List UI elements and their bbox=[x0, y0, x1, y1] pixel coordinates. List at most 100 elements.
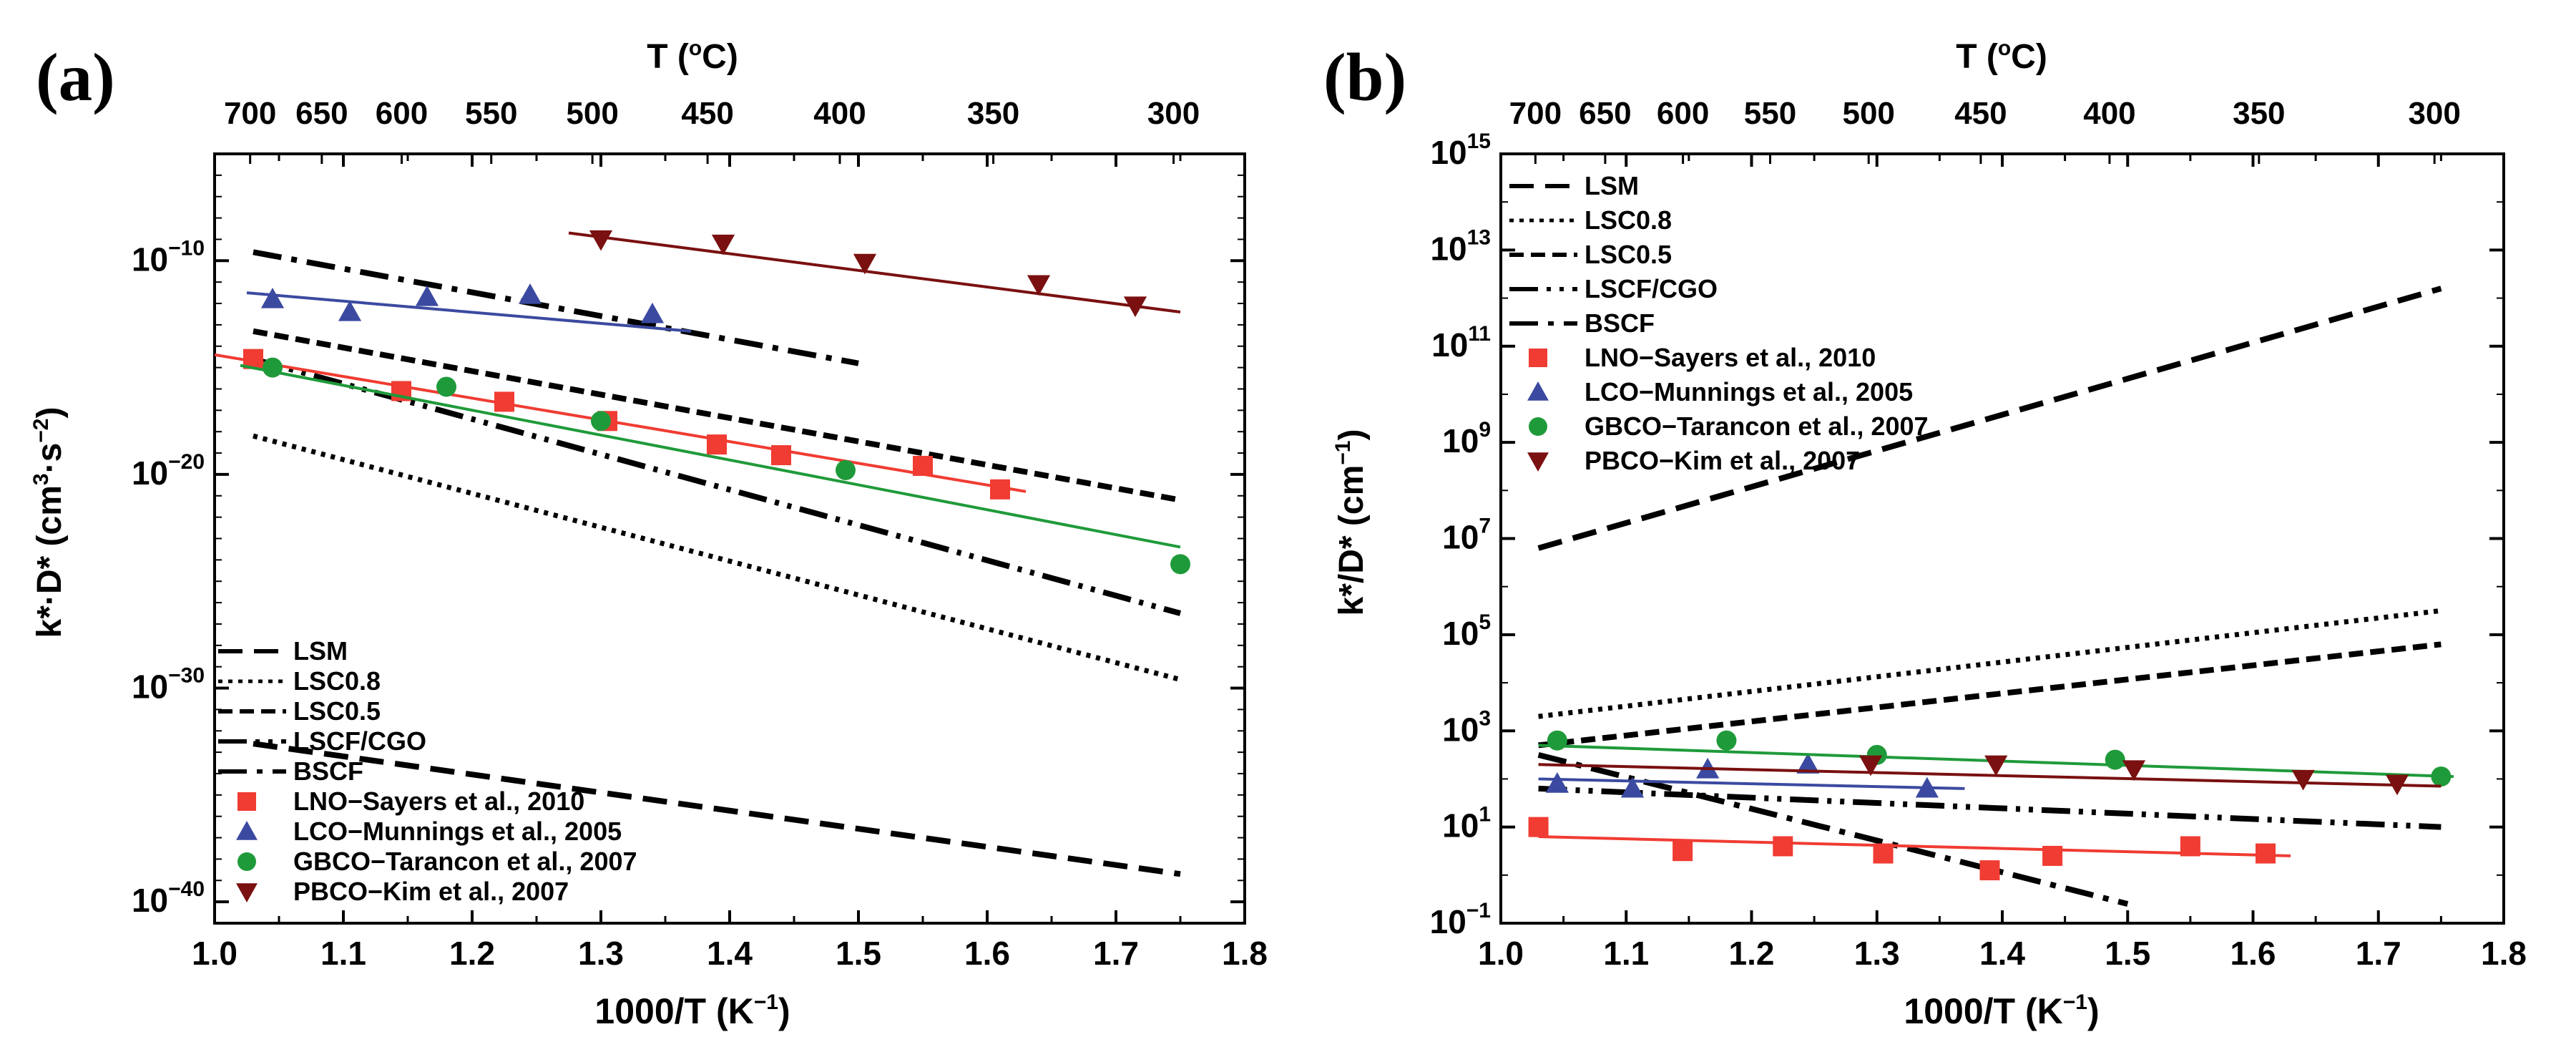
fit-line-lno bbox=[1538, 835, 2291, 857]
x-tick-label: 1.8 bbox=[1222, 935, 1268, 972]
x-tick-label: 1.4 bbox=[707, 935, 753, 972]
fit-line-lco bbox=[1538, 777, 1965, 790]
y-tick-label: 105 bbox=[1442, 610, 1491, 652]
point-lno bbox=[990, 479, 1010, 500]
point-lno bbox=[2180, 836, 2200, 857]
x-tick-label: 1.7 bbox=[2356, 935, 2401, 972]
legend-marker bbox=[237, 852, 256, 871]
point-lno bbox=[1873, 843, 1894, 864]
legend-marker bbox=[1527, 381, 1549, 401]
top-axis-tick-label: 400 bbox=[813, 96, 866, 131]
legend-marker bbox=[237, 792, 256, 811]
point-lno bbox=[2256, 843, 2276, 864]
x-tick-label: 1.3 bbox=[1854, 935, 1900, 972]
top-axis-tick-label: 700 bbox=[224, 96, 276, 131]
top-axis-tick-label: 500 bbox=[566, 96, 618, 131]
point-gbco bbox=[1716, 730, 1737, 751]
point-lno bbox=[1979, 860, 2000, 881]
legend-label: LSCF/CGO bbox=[1585, 274, 1718, 303]
x-tick-label: 1.7 bbox=[1093, 935, 1139, 972]
panel-a: (a) T (oC) 1000/T (K−1) k*·D* (cm3·s−2) … bbox=[29, 36, 1268, 1031]
x-tick-label: 1.2 bbox=[1729, 935, 1775, 972]
legend-label: BSCF bbox=[1585, 308, 1655, 338]
panel-b-top-axis-title: T (oC) bbox=[1956, 36, 2047, 76]
point-pbco bbox=[1984, 755, 2008, 776]
legend-label: BSCF bbox=[293, 756, 363, 786]
top-axis-tick-label: 450 bbox=[1954, 96, 2007, 131]
point-lco bbox=[415, 285, 439, 306]
panel-a-label: (a) bbox=[36, 39, 115, 115]
legend-label: LCO−Munnings et al., 2005 bbox=[1585, 377, 1913, 406]
x-tick-label: 1.1 bbox=[320, 935, 366, 972]
point-lno bbox=[771, 445, 791, 466]
x-tick-label: 1.1 bbox=[1603, 935, 1649, 972]
panel-a-top-axis-title: T (oC) bbox=[647, 36, 738, 76]
y-tick-label: 10−20 bbox=[132, 450, 205, 492]
legend-label: GBCO−Tarancon et al., 2007 bbox=[1585, 412, 1929, 441]
point-lco bbox=[338, 300, 362, 321]
y-tick-label: 10−10 bbox=[132, 236, 205, 278]
top-axis-tick-label: 700 bbox=[1509, 96, 1562, 131]
point-lno bbox=[1528, 817, 1549, 837]
legend-marker bbox=[236, 821, 258, 840]
point-lco bbox=[1620, 776, 1645, 798]
legend-label: LSC0.5 bbox=[293, 696, 381, 726]
top-axis-tick-label: 500 bbox=[1842, 96, 1894, 131]
line-lsc0-8 bbox=[1538, 608, 2442, 719]
y-tick-label: 1013 bbox=[1430, 225, 1491, 267]
x-tick-label: 1.4 bbox=[1979, 935, 2025, 972]
point-pbco bbox=[1123, 296, 1147, 318]
line-lsc0-5 bbox=[1538, 641, 2442, 749]
x-tick-label: 1.6 bbox=[964, 935, 1010, 972]
top-axis-tick-label: 600 bbox=[376, 96, 428, 131]
legend-marker bbox=[1527, 452, 1549, 472]
point-pbco bbox=[711, 234, 735, 255]
legend-label: PBCO−Kim et al., 2007 bbox=[293, 877, 569, 906]
point-lno bbox=[1673, 841, 1693, 862]
line-lsm bbox=[253, 741, 1181, 877]
legend-label: LSC0.5 bbox=[1585, 240, 1672, 269]
legend-label: LCO−Munnings et al., 2005 bbox=[293, 817, 622, 846]
fit-line-lco bbox=[246, 291, 692, 333]
point-gbco bbox=[436, 376, 456, 397]
point-gbco bbox=[1547, 730, 1567, 751]
y-tick-label: 103 bbox=[1442, 706, 1491, 748]
x-tick-label: 1.5 bbox=[2105, 935, 2150, 972]
line-lsm bbox=[1537, 286, 2442, 551]
point-lno bbox=[494, 391, 514, 412]
y-tick-label: 109 bbox=[1442, 418, 1491, 459]
legend-marker bbox=[1529, 417, 1547, 436]
y-tick-label: 10−1 bbox=[1430, 899, 1491, 940]
top-axis-tick-label: 400 bbox=[2083, 96, 2135, 131]
line-bscf bbox=[1537, 751, 2129, 907]
fit-line-lno bbox=[215, 353, 1027, 493]
point-gbco bbox=[1170, 554, 1190, 575]
x-tick-label: 1.3 bbox=[578, 935, 624, 972]
panel-a-x-axis-title: 1000/T (K−1) bbox=[594, 990, 790, 1031]
point-pbco bbox=[2385, 774, 2409, 796]
top-axis-tick-label: 300 bbox=[2408, 96, 2460, 131]
legend-label: LNO−Sayers et al., 2010 bbox=[293, 787, 584, 816]
panel-b: (b) T (oC) 1000/T (K−1) k*/D* (cm−1) 1.0… bbox=[1323, 36, 2527, 1031]
legend-label: LSC0.8 bbox=[293, 666, 381, 696]
point-gbco bbox=[591, 411, 611, 432]
panel-b-plot-area: 1.0 1.1 1.2 1.3 1.4 1.5 1.6 1.7 1.8 700 650 600 550 5… bbox=[1430, 96, 2527, 972]
point-lno bbox=[913, 455, 933, 476]
legend-label: GBCO−Tarancon et al., 2007 bbox=[293, 847, 637, 876]
fit-line-pbco bbox=[568, 231, 1181, 313]
point-pbco bbox=[2291, 769, 2315, 791]
fit-line-pbco bbox=[1538, 763, 2442, 788]
point-gbco bbox=[2431, 766, 2452, 787]
point-pbco bbox=[2122, 760, 2146, 781]
legend-label: PBCO−Kim et al., 2007 bbox=[1585, 446, 1860, 475]
x-tick-label: 1.5 bbox=[836, 935, 881, 972]
point-lno bbox=[2042, 845, 2063, 866]
point-lco bbox=[1545, 772, 1569, 793]
top-axis-tick-label: 300 bbox=[1147, 96, 1200, 131]
legend-marker bbox=[1529, 349, 1547, 367]
panel-b-x-axis-title: 1000/T (K−1) bbox=[1904, 990, 2099, 1031]
top-axis-tick-label: 650 bbox=[1579, 96, 1631, 131]
point-gbco bbox=[263, 357, 283, 378]
top-axis-tick-label: 450 bbox=[681, 96, 733, 131]
